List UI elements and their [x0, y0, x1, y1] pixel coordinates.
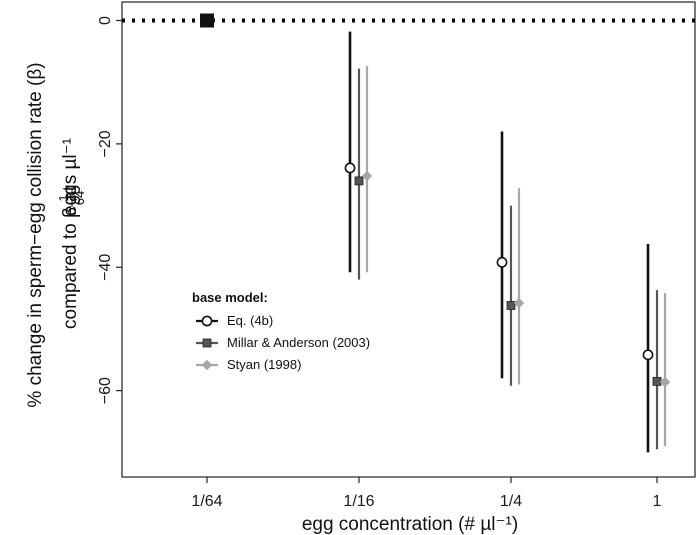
data-point: [354, 176, 364, 186]
legend-label: Eq. (4b): [227, 313, 273, 328]
y-axis-title: % change in sperm−egg collision rate (β)…: [25, 62, 87, 407]
y-axis-title-fraction: 1 64: [56, 189, 87, 207]
legend-label: Millar & Anderson (2003): [227, 335, 370, 350]
series-2: [361, 66, 671, 447]
x-tick-label: 1/16: [343, 493, 374, 510]
legend-key-marker: [201, 315, 213, 327]
axes: 0 −20 −40 −60 1/64 1/16 1/4 1: [97, 16, 662, 510]
y-axis-title-line2-suffix: eggs µl⁻¹: [60, 138, 81, 216]
data-point: [513, 297, 525, 309]
legend-label: Styan (1998): [227, 357, 301, 372]
data-point: [506, 301, 516, 310]
x-axis-title: egg concentration (# µl⁻¹): [302, 514, 518, 535]
data-point: [652, 376, 662, 386]
y-tick-label: 0: [97, 16, 114, 25]
y-axis-title-line1: % change in sperm−egg collision rate (β): [25, 62, 46, 407]
data-point: [659, 376, 671, 388]
y-tick-label: −40: [97, 254, 114, 281]
y-tick-label: −20: [97, 130, 114, 157]
fraction-denominator: 64: [72, 191, 87, 205]
legend: base model: Eq. (4b) Millar & Anderson (20…: [192, 290, 370, 372]
data-point: [642, 349, 654, 361]
x-tick-label: 1: [653, 493, 662, 510]
plot-border: [121, 1, 696, 478]
fraction-numerator: 1: [56, 194, 71, 201]
reference-point-marker: [200, 13, 214, 28]
legend-key-marker: [202, 338, 212, 348]
data-point: [361, 170, 373, 182]
data-point: [496, 256, 508, 268]
plot-area: [121, 1, 696, 478]
y-tick-label: −60: [97, 377, 114, 404]
legend-title: base model:: [192, 290, 268, 305]
series-0: [344, 31, 654, 453]
x-tick-label: 1/4: [500, 493, 522, 510]
x-tick-label: 1/64: [191, 493, 222, 510]
data-point: [344, 162, 356, 174]
legend-key-marker: [201, 359, 213, 371]
y-axis-title-line2-prefix: compared to β at: [60, 185, 81, 329]
series-1: [354, 68, 662, 450]
